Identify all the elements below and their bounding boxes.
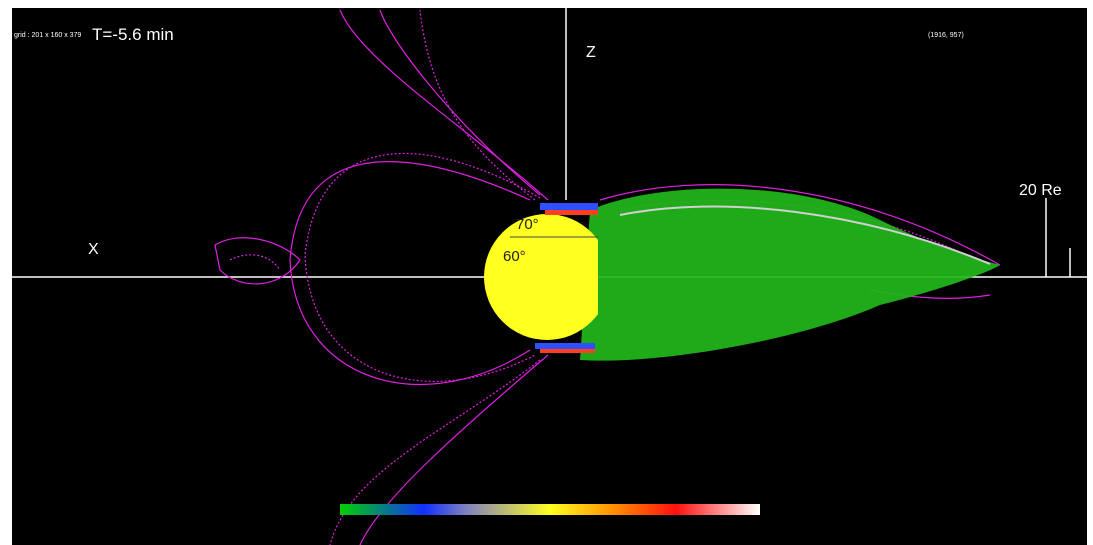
colorbar-tick: 0.03 [745,525,775,544]
latitude-label: 70° [516,216,539,233]
latitude-label: 60° [503,248,526,265]
x-label: X [88,241,99,258]
page: grid : 201 x 160 x 379 T=-5.6 min (1916,… [0,0,1093,545]
colorbar-tick: 0 [546,525,555,544]
coords: (1916, 957) [928,32,964,39]
colorbar [340,504,760,515]
colorbar-tick: -0.03 [322,525,357,544]
time-label: T=-5.6 min [92,25,174,44]
grid-info: grid : 201 x 160 x 379 [14,32,81,39]
z-label: Z [586,44,596,61]
scale-label: 20 Re [1019,182,1062,199]
visualization: grid : 201 x 160 x 379 T=-5.6 min (1916,… [0,0,1093,545]
colorbar-unit: μ A/m² [782,528,825,544]
